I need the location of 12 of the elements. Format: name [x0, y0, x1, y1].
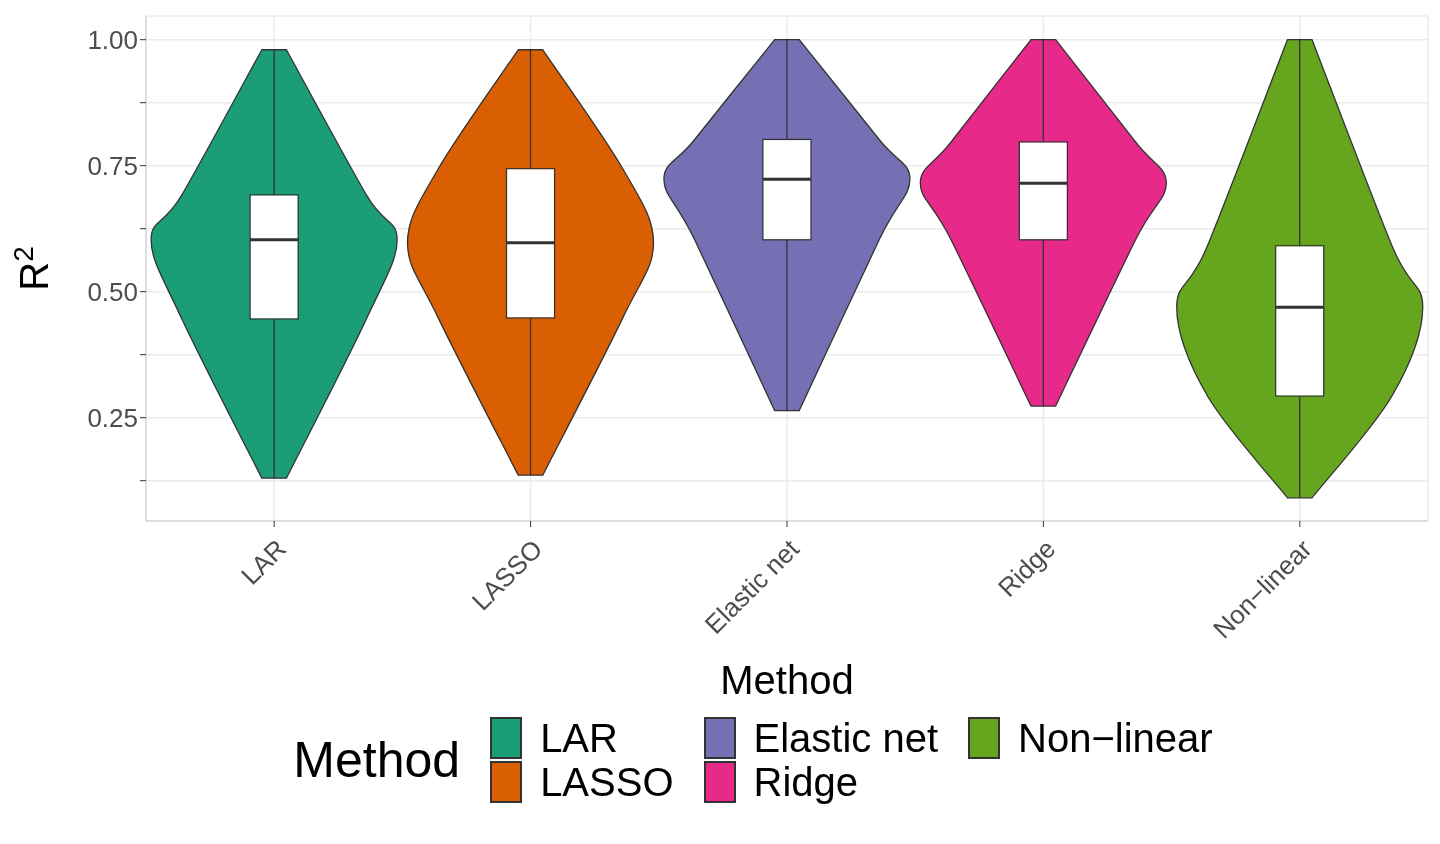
legend-label: Elastic net	[753, 715, 939, 761]
legend-label: LAR	[540, 715, 618, 761]
y-tick-label: 0.25	[87, 402, 138, 433]
y-tick-label: 1.00	[87, 24, 138, 55]
legend-label: LASSO	[540, 759, 674, 805]
legend-label: Ridge	[753, 759, 859, 805]
legend-label: Non−linear	[1018, 715, 1213, 761]
y-tick-label: 0.75	[87, 150, 138, 181]
x-tick-label: LAR	[235, 533, 293, 591]
legend-title: Method	[293, 731, 461, 789]
x-axis-title: Method	[720, 658, 854, 702]
y-tick-label: 0.50	[87, 276, 138, 307]
